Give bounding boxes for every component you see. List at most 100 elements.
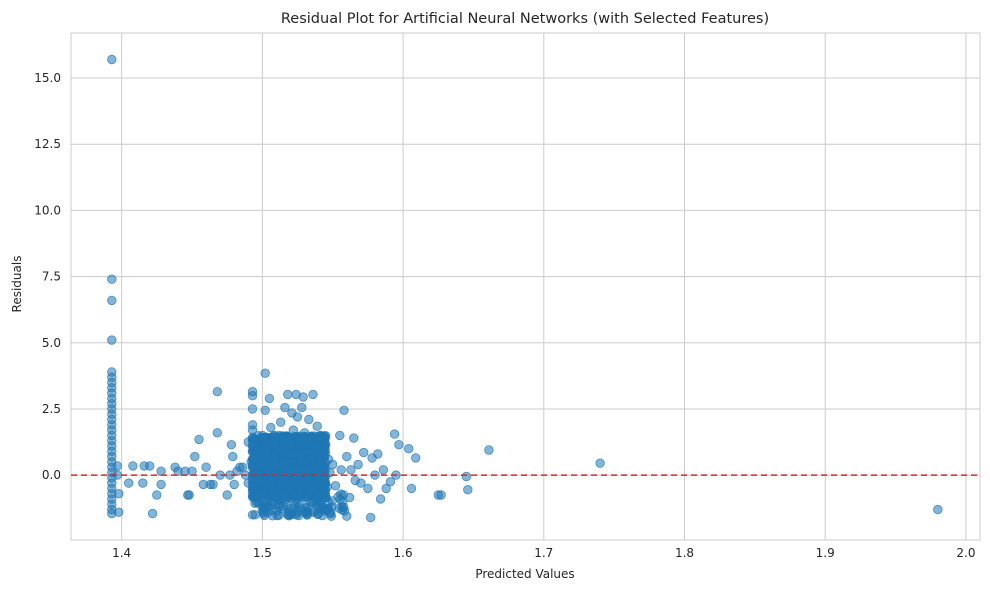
scatter-point	[278, 490, 289, 500]
scatter-point	[222, 490, 232, 500]
scatter-point	[128, 461, 138, 471]
scatter-point	[359, 447, 369, 458]
scatter-point	[261, 446, 272, 457]
scatter-point	[288, 425, 299, 435]
scatter-point	[342, 511, 352, 521]
scatter-point	[318, 490, 328, 500]
scatter-point	[152, 490, 162, 500]
scatter-point	[147, 508, 158, 519]
scatter-point	[107, 335, 117, 345]
scatter-point	[257, 475, 268, 486]
scatter-point	[295, 438, 306, 449]
scatter-point	[107, 295, 117, 306]
scatter-point	[284, 436, 294, 446]
scatter-point	[330, 481, 341, 491]
scatter-point	[270, 499, 280, 510]
scatter-point	[260, 368, 270, 378]
scatter-point	[156, 466, 166, 476]
scatter-point	[247, 433, 258, 443]
scatter-point	[266, 422, 276, 433]
plot-frame	[70, 32, 981, 541]
scatter-point	[247, 425, 258, 435]
scatter-point	[335, 430, 345, 441]
scatter-point	[261, 503, 272, 513]
scatter-point	[156, 479, 166, 490]
scatter-point	[285, 465, 296, 475]
scatter-point	[208, 479, 218, 490]
scatter-point	[194, 434, 204, 445]
scatter-point	[315, 454, 325, 465]
scatter-point	[253, 489, 263, 499]
scatter-point	[304, 414, 314, 425]
scatter-point	[314, 478, 324, 488]
x-tick-label: 2.0	[956, 546, 975, 560]
scatter-point	[298, 392, 308, 402]
scatter-point	[123, 478, 134, 488]
scatter-point	[201, 462, 211, 472]
scatter-point	[436, 490, 446, 500]
x-tick-label: 1.8	[675, 546, 694, 560]
scatter-point	[257, 430, 268, 441]
scatter-point	[302, 446, 313, 457]
x-axis-ticks: 1.4 1.5 1.6 1.7 1.8 1.9 2.0	[112, 546, 975, 560]
scatter-point	[280, 402, 290, 413]
scatter-point	[356, 478, 366, 488]
scatter-point	[484, 445, 494, 455]
scatter-point	[114, 489, 124, 499]
scatter-point	[272, 510, 282, 521]
scatter-point	[366, 512, 376, 523]
scatter-point	[291, 510, 301, 520]
scatter-point	[292, 412, 303, 422]
scatter-point	[373, 449, 383, 459]
scatter-point	[290, 449, 300, 459]
scatter-point	[344, 492, 355, 503]
scatter-points	[107, 54, 943, 523]
scatter-point	[406, 483, 417, 494]
scatter-point	[933, 504, 943, 515]
scatter-point	[301, 502, 311, 512]
x-tick-label: 1.6	[394, 546, 413, 560]
scatter-point	[342, 451, 352, 462]
y-axis-label: Residuals	[10, 256, 24, 313]
scatter-point	[283, 389, 293, 400]
scatter-point	[187, 466, 197, 476]
x-tick-label: 1.9	[816, 546, 835, 560]
scatter-point	[226, 440, 237, 450]
scatter-point	[315, 498, 325, 508]
scatter-point	[268, 451, 279, 462]
scatter-point	[237, 462, 248, 472]
scatter-point	[411, 453, 421, 463]
scatter-point	[363, 483, 373, 494]
x-tick-label: 1.5	[253, 546, 272, 560]
scatter-point	[337, 502, 347, 512]
scatter-point	[112, 461, 123, 471]
scatter-point	[335, 494, 346, 505]
scatter-point	[228, 451, 238, 462]
scatter-point	[267, 483, 277, 494]
scatter-point	[295, 491, 306, 502]
scatter-point	[281, 457, 292, 467]
scatter-point	[353, 459, 363, 470]
scatter-point	[299, 478, 310, 488]
scatter-point	[283, 510, 293, 520]
x-axis-label: Predicted Values	[475, 567, 574, 581]
scatter-point	[463, 485, 473, 495]
scatter-point	[212, 428, 223, 438]
scatter-point	[381, 483, 391, 494]
scatter-point	[309, 441, 320, 451]
scatter-point	[212, 387, 223, 397]
scatter-point	[247, 391, 258, 401]
scatter-point	[254, 459, 265, 470]
plot-area: 1.4 1.5 1.6 1.7 1.8 1.9 2.0 0.0 2.5 5.0 7.5 10.0 12…	[34, 32, 981, 560]
scatter-point	[264, 393, 275, 404]
scatter-point	[278, 444, 289, 454]
scatter-point	[107, 54, 117, 65]
scatter-point	[595, 458, 605, 468]
y-tick-label: 7.5	[42, 270, 61, 284]
scatter-point	[404, 444, 414, 454]
y-tick-label: 10.0	[34, 203, 61, 217]
scatter-point	[297, 402, 307, 413]
scatter-point	[349, 433, 359, 443]
scatter-point	[328, 459, 338, 470]
scatter-point	[312, 421, 322, 431]
